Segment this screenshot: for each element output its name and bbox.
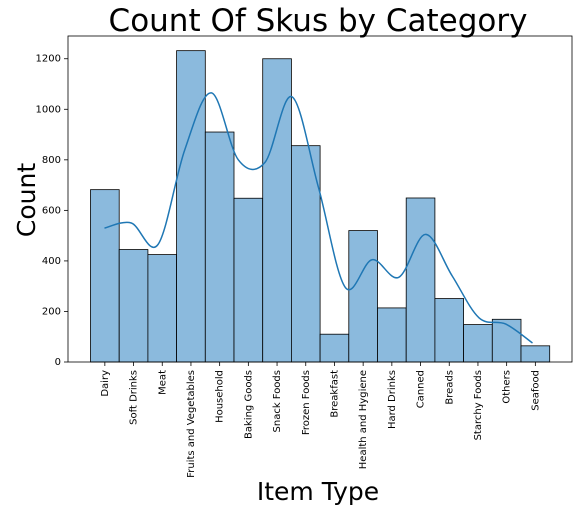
x-tick-label-meat: Meat [157, 370, 168, 395]
bar-starchy-foods [463, 324, 493, 363]
x-tick-label-breads: Breads [444, 370, 455, 405]
bar-fruits-and-vegetables [176, 50, 206, 363]
bar-baking-goods [233, 197, 264, 363]
bar-canned [405, 197, 436, 363]
y-tick-label-0: 0 [55, 357, 61, 368]
bars-group [90, 50, 551, 363]
x-tick-label-soft-drinks: Soft Drinks [129, 370, 140, 425]
bar-meat [147, 254, 177, 363]
bar-seafood [520, 345, 551, 363]
y-tick-label-800: 800 [42, 155, 61, 166]
bar-frozen-foods [290, 145, 321, 363]
bar-soft-drinks [118, 249, 149, 363]
x-tick-label-snack-foods: Snack Foods [272, 370, 283, 432]
bar-dairy [90, 189, 120, 363]
x-tick-label-others: Others [502, 370, 513, 404]
x-tick-label-household: Household [215, 370, 226, 423]
x-axis-label: Item Type [257, 477, 379, 506]
y-tick-label-200: 200 [42, 306, 61, 317]
bar-breads [434, 298, 464, 363]
y-axis: 0 200 400 600 800 1000 1200 [36, 54, 68, 368]
x-tick-label-canned: Canned [416, 370, 427, 408]
bar-others [491, 318, 522, 363]
x-tick-label-hard-drinks: Hard Drinks [387, 370, 398, 429]
chart-title: Count Of Skus by Category [109, 3, 528, 39]
y-tick-label-1000: 1000 [36, 104, 61, 115]
x-tick-label-starchy-foods: Starchy Foods [473, 370, 484, 440]
bar-snack-foods [262, 58, 292, 363]
x-tick-label-dairy: Dairy [100, 370, 111, 397]
bar-breakfast [319, 333, 350, 363]
x-tick-label-frozen-foods: Frozen Foods [301, 370, 312, 435]
bar-health-and-hygiene [348, 230, 378, 363]
bar-household [204, 131, 235, 363]
bar-hard-drinks [377, 307, 407, 363]
y-tick-label-400: 400 [42, 256, 61, 267]
y-axis-label: Count [12, 163, 41, 237]
x-tick-label-health-and-hygiene: Health and Hygiene [358, 370, 369, 469]
y-tick-label-1200: 1200 [36, 54, 61, 65]
y-tick-label-600: 600 [42, 205, 61, 216]
x-tick-label-breakfast: Breakfast [329, 370, 340, 418]
x-tick-label-baking-goods: Baking Goods [243, 370, 254, 439]
kde-curve [104, 92, 533, 344]
x-tick-label-seafood: Seafood [530, 370, 541, 411]
x-tick-label-fruits-and-vegetables: Fruits and Vegetables [186, 370, 197, 478]
x-axis: Dairy Soft Drinks Meat Fruits and Vegetable… [100, 362, 541, 478]
plot-frame [67, 35, 573, 363]
